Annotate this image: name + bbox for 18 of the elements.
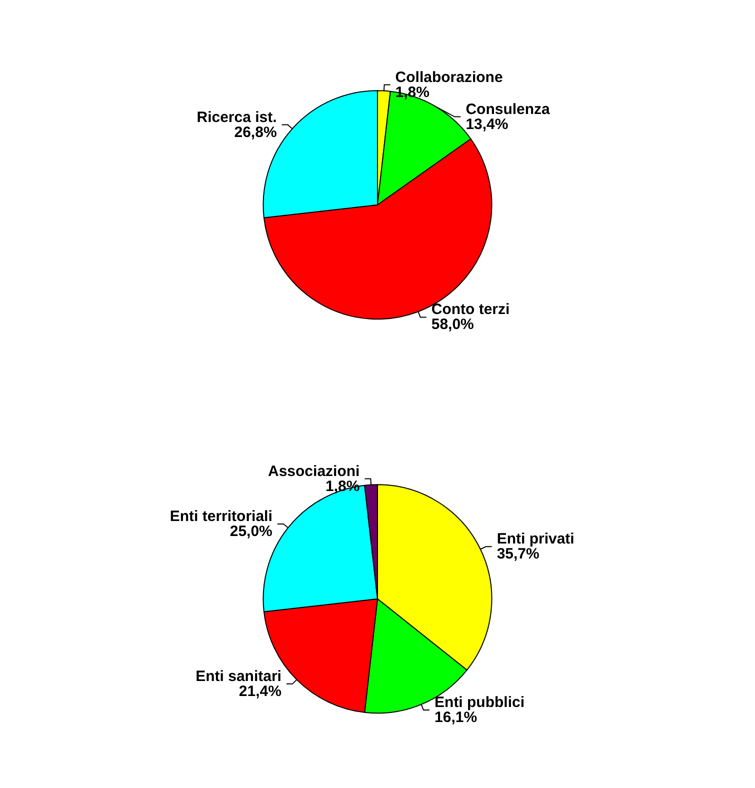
slice-label: Conto terzi <box>431 301 510 318</box>
data-label: 25,0% <box>230 522 272 540</box>
slice-label: Ricerca ist. <box>196 108 277 126</box>
slice-label: Enti privati <box>496 530 574 548</box>
slice-label: Enti pubblici <box>434 694 525 711</box>
data-label: 1,8% <box>326 478 360 495</box>
data-label: 21,4% <box>238 682 282 700</box>
slice-label: Collaborazione <box>395 68 503 86</box>
data-label: 35,7% <box>496 546 540 563</box>
data-label: 26,8% <box>234 124 277 141</box>
data-label: 13,4% <box>466 116 508 133</box>
slice-label: Enti sanitari <box>196 668 282 685</box>
data-label: 16,1% <box>434 708 478 726</box>
slice-label: Associazioni <box>268 462 360 480</box>
data-label: 58,0% <box>431 316 474 334</box>
data-label: 1,8% <box>395 84 430 101</box>
slice-label: Enti territoriali <box>170 508 272 525</box>
slice-label: Consulenza <box>466 100 551 118</box>
